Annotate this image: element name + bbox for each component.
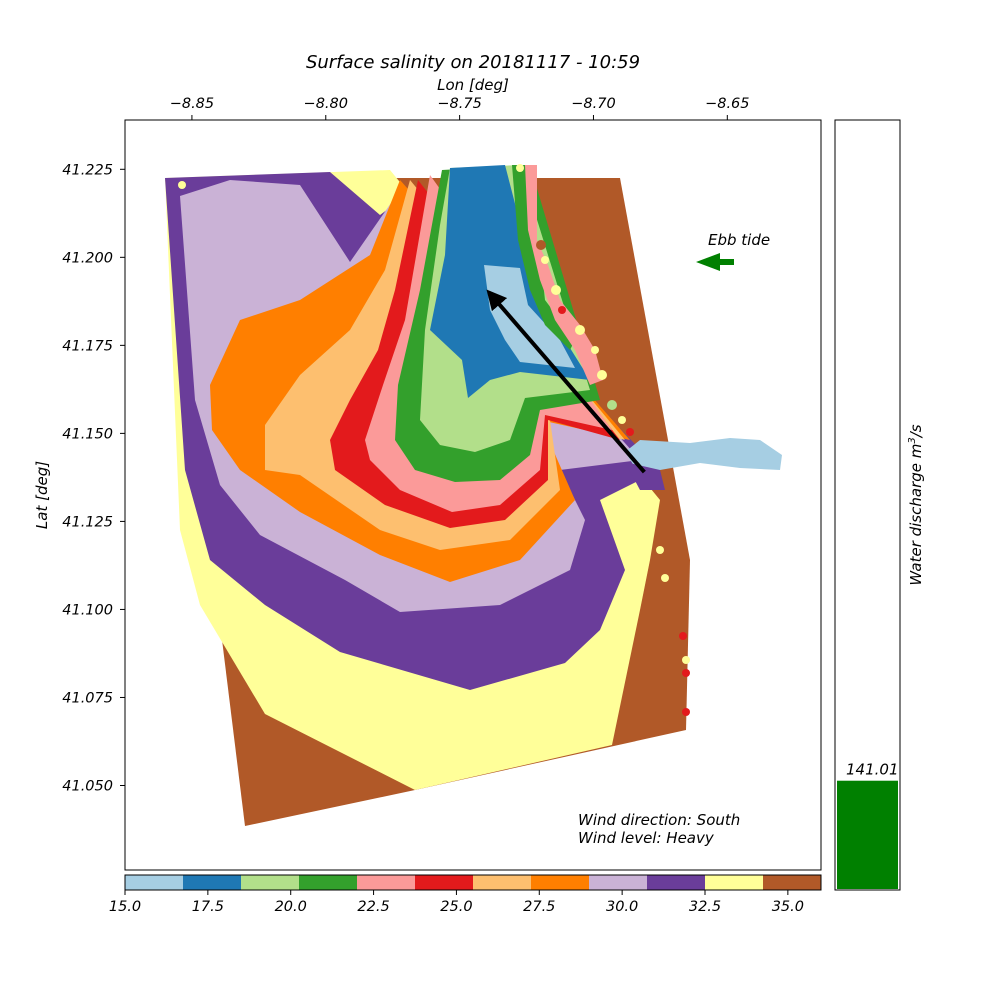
x-tick-label: −8.70 bbox=[571, 96, 615, 112]
colorbar-tick-label: 22.5 bbox=[357, 899, 389, 915]
y-tick-label: 41.100 bbox=[62, 602, 113, 618]
y-tick-label: 41.200 bbox=[62, 250, 113, 266]
discharge-axis-label: Water discharge m3/s bbox=[907, 424, 925, 585]
colorbar-bin bbox=[357, 875, 416, 890]
x-axis-label: Lon [deg] bbox=[437, 76, 509, 94]
y-tick-label: 41.050 bbox=[62, 778, 113, 794]
colorbar-tick-label: 32.5 bbox=[689, 899, 721, 915]
river-estuary-channel bbox=[625, 438, 782, 475]
colorbar-bin bbox=[763, 875, 822, 890]
salinity-field bbox=[165, 164, 782, 826]
colorbar-bin bbox=[183, 875, 242, 890]
colorbar-bin bbox=[589, 875, 648, 890]
x-tick-label: −8.80 bbox=[304, 96, 348, 112]
colorbar-tick-label: 27.5 bbox=[523, 899, 555, 915]
x-tick-label: −8.65 bbox=[705, 96, 749, 112]
chart-title: Surface salinity on 20181117 - 10:59 bbox=[306, 52, 640, 73]
colorbar-bin bbox=[705, 875, 764, 890]
y-tick-label: 41.225 bbox=[62, 162, 113, 178]
y-tick-label: 41.075 bbox=[62, 690, 113, 706]
y-axis-label: Lat [deg] bbox=[33, 461, 51, 529]
colorbar-bin bbox=[241, 875, 300, 890]
coastal-dots bbox=[178, 164, 690, 716]
colorbar-bin bbox=[125, 875, 184, 890]
colorbar-tick-label: 17.5 bbox=[192, 899, 224, 915]
salinity-colorbar bbox=[125, 875, 822, 890]
wind-level-label: Wind level: Heavy bbox=[578, 829, 715, 847]
colorbar-tick-label: 35.0 bbox=[772, 899, 804, 915]
x-tick-label: −8.75 bbox=[437, 96, 481, 112]
y-axis-ticks: 41.225 41.200 41.175 41.150 41.125 41.100 41.0… bbox=[62, 162, 125, 794]
discharge-axes-frame bbox=[834, 119, 901, 891]
map-axes-frame bbox=[124, 119, 822, 871]
colorbar-frame bbox=[124, 874, 822, 891]
y-tick-label: 41.175 bbox=[62, 338, 113, 354]
discharge-bar bbox=[837, 780, 898, 889]
colorbar-tick-label: 20.0 bbox=[275, 899, 307, 915]
discharge-value-label: 141.01 bbox=[846, 761, 899, 779]
colorbar-bin bbox=[531, 875, 590, 890]
x-tick-label: −8.85 bbox=[170, 96, 214, 112]
colorbar-bin bbox=[299, 875, 358, 890]
coastline-fringe-pink bbox=[525, 165, 603, 385]
colorbar-ticks: 15.0 17.5 20.0 22.5 25.0 27.5 30.0 32.5 35.0 bbox=[109, 890, 804, 915]
plume-direction-arrow bbox=[486, 289, 646, 474]
ebb-tide-arrow bbox=[696, 253, 734, 271]
colorbar-bin bbox=[647, 875, 706, 890]
colorbar-tick-label: 30.0 bbox=[606, 899, 638, 915]
colorbar-bin bbox=[473, 875, 532, 890]
colorbar-bin bbox=[415, 875, 474, 890]
y-tick-label: 41.150 bbox=[62, 426, 113, 442]
x-axis-ticks: −8.85 −8.80 −8.75 −8.70 −8.65 bbox=[170, 96, 750, 120]
ebb-tide-label: Ebb tide bbox=[708, 231, 770, 249]
colorbar-tick-label: 25.0 bbox=[440, 899, 472, 915]
estuary-mouth-fringe bbox=[625, 462, 665, 490]
wind-direction-label: Wind direction: South bbox=[578, 811, 740, 829]
y-tick-label: 41.125 bbox=[62, 514, 113, 530]
colorbar-tick-label: 15.0 bbox=[109, 899, 141, 915]
